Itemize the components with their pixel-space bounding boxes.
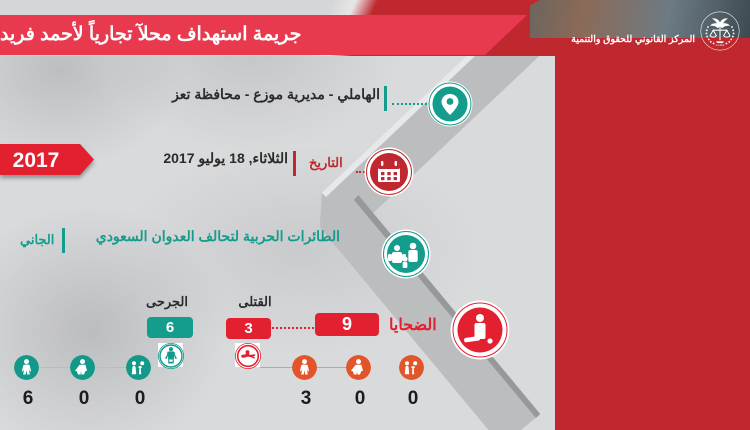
svg-text:2017: 2017 xyxy=(13,149,60,172)
svg-text:L.C.R.D: L.C.R.D xyxy=(716,44,725,47)
